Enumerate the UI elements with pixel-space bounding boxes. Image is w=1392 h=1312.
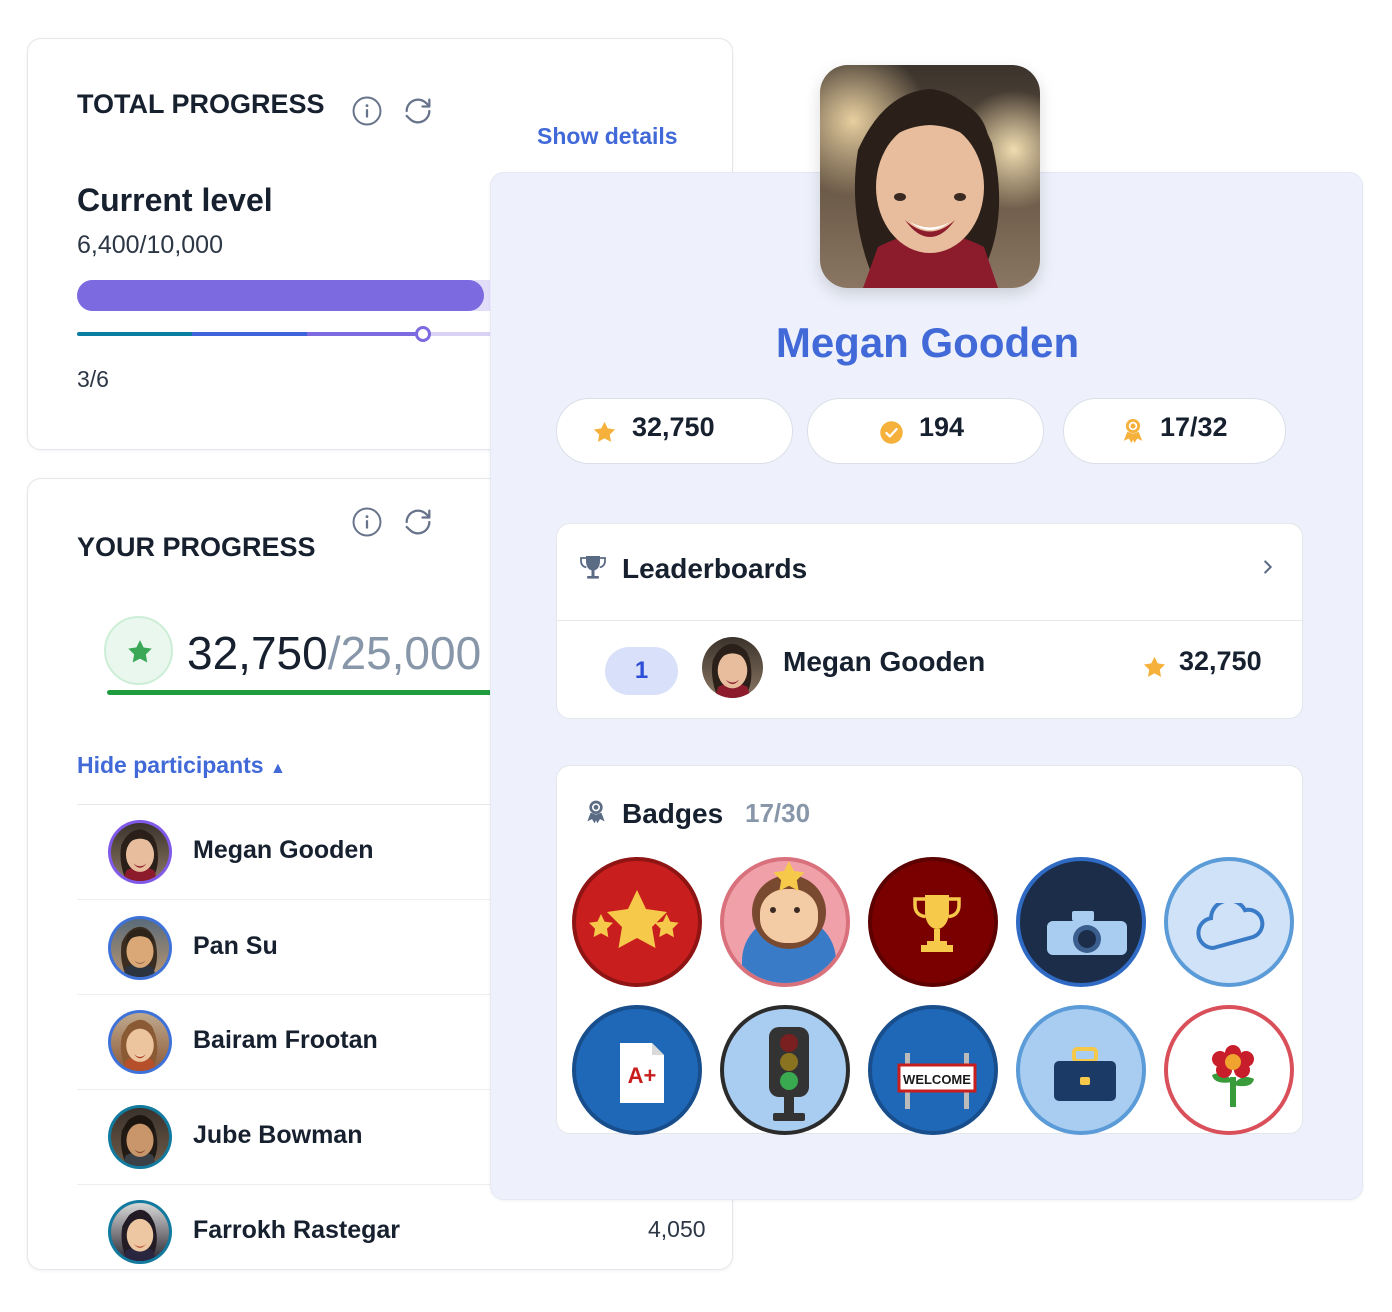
svg-text:A+: A+ [628, 1063, 657, 1088]
svg-text:WELCOME: WELCOME [903, 1072, 971, 1087]
